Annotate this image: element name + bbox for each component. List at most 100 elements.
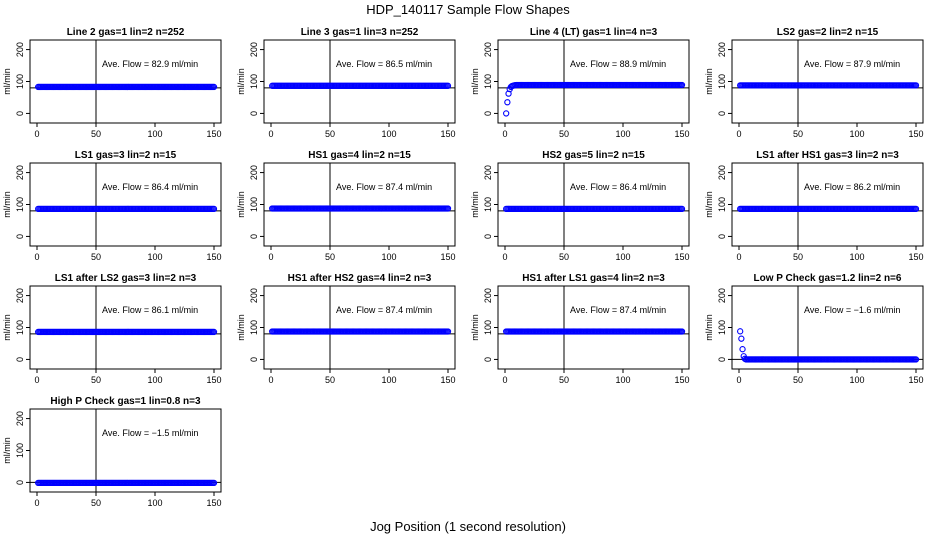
data-point [912,82,920,89]
x-tick-label: 0 [736,129,741,139]
data-point [444,328,452,335]
y-axis-label: ml/min [470,314,480,341]
average-flow-annotation: Ave. Flow = −1.6 ml/min [804,305,900,315]
plot-frame [497,39,690,124]
average-flow-annotation: Ave. Flow = 87.4 ml/min [570,305,666,315]
y-tick-label: 200 [717,42,727,57]
y-tick-label: 200 [483,288,493,303]
panel-title: LS2 gas=2 lin=2 n=15 [777,27,879,38]
panel-title: High P Check gas=1 lin=0.8 n=3 [50,396,201,407]
x-tick-label: 50 [91,252,101,262]
y-tick-label: 200 [483,42,493,57]
x-tick-label: 150 [908,252,923,262]
panel-2: Line 3 gas=1 lin=3 n=252 0 50 100 150 0 100 200… [236,27,456,139]
y-tick-label: 0 [15,357,25,362]
plot-frame [731,39,924,124]
y-axis-label: ml/min [2,314,12,341]
y-tick-label: 0 [717,111,727,116]
y-axis-label: ml/min [236,68,246,95]
average-flow-annotation: Ave. Flow = 86.5 ml/min [336,59,432,69]
x-tick-label: 100 [615,129,630,139]
y-tick-label: 200 [483,165,493,180]
panel-13: High P Check gas=1 lin=0.8 n=3 0 50 100 150 0… [2,396,222,508]
plot-frame [497,285,690,370]
average-flow-annotation: Ave. Flow = 86.4 ml/min [102,182,198,192]
y-tick-label: 100 [717,320,727,335]
x-tick-label: 0 [34,498,39,508]
x-tick-label: 150 [908,129,923,139]
plot-frame [263,39,456,124]
average-flow-annotation: Ave. Flow = 86.1 ml/min [102,305,198,315]
y-tick-label: 0 [249,234,259,239]
x-tick-label: 100 [147,375,162,385]
y-tick-label: 100 [483,320,493,335]
panel-title: HS1 gas=4 lin=2 n=15 [308,150,411,161]
data-point [503,110,510,117]
x-tick-label: 50 [559,129,569,139]
panel-title: Line 2 gas=1 lin=2 n=252 [67,27,185,38]
panel-8: LS1 after HS1 gas=3 lin=2 n=3 0 50 100 150 0 1… [704,150,924,262]
data-point [737,328,744,335]
panel-title: Line 4 (LT) gas=1 lin=4 n=3 [530,27,658,38]
panel-title: LS1 after LS2 gas=3 lin=2 n=3 [55,273,197,284]
average-flow-annotation: Ave. Flow = 86.2 ml/min [804,182,900,192]
x-tick-label: 100 [381,129,396,139]
y-tick-label: 0 [15,111,25,116]
x-tick-label: 0 [502,252,507,262]
data-point [738,335,745,342]
average-flow-annotation: Ave. Flow = 88.9 ml/min [570,59,666,69]
plot-frame [29,285,222,370]
y-tick-label: 0 [483,357,493,362]
data-point [444,205,452,212]
y-axis-label: ml/min [236,191,246,218]
panel-title: Line 3 gas=1 lin=3 n=252 [301,27,419,38]
y-axis-label: ml/min [470,191,480,218]
x-tick-label: 150 [206,252,221,262]
x-tick-label: 0 [736,252,741,262]
x-tick-label: 0 [502,129,507,139]
x-tick-label: 50 [793,252,803,262]
data-point [210,205,218,212]
y-tick-label: 100 [483,74,493,89]
y-tick-label: 200 [15,288,25,303]
plot-frame [29,39,222,124]
y-axis-label: ml/min [2,68,12,95]
x-tick-label: 0 [736,375,741,385]
y-tick-label: 0 [249,111,259,116]
y-tick-label: 100 [249,320,259,335]
y-tick-label: 200 [15,411,25,426]
y-axis-label: ml/min [704,68,714,95]
panel-9: LS1 after LS2 gas=3 lin=2 n=3 0 50 100 150 0 1… [2,273,222,385]
x-tick-label: 150 [674,252,689,262]
panel-6: HS1 gas=4 lin=2 n=15 0 50 100 150 0 100 200 ml/m… [236,150,456,262]
plot-frame [263,285,456,370]
data-point [912,205,920,213]
x-tick-label: 150 [908,375,923,385]
average-flow-annotation: Ave. Flow = −1.5 ml/min [102,428,198,438]
data-point [210,83,218,91]
panel-title: LS1 gas=3 lin=2 n=15 [75,150,177,161]
y-tick-label: 0 [717,357,727,362]
y-axis-label: ml/min [704,191,714,218]
panel-1: Line 2 gas=1 lin=2 n=252 0 50 100 150 0 100 200… [2,27,222,139]
x-tick-label: 100 [849,375,864,385]
panel-11: HS1 after LS1 gas=4 lin=2 n=3 0 50 100 150 0 1… [470,273,690,385]
y-tick-label: 0 [249,357,259,362]
data-point [504,99,511,106]
data-point [444,82,452,89]
y-tick-label: 0 [15,234,25,239]
y-tick-label: 0 [483,111,493,116]
x-tick-label: 100 [381,252,396,262]
x-tick-label: 0 [34,375,39,385]
x-tick-label: 0 [268,375,273,385]
panel-title: LS1 after HS1 gas=3 lin=2 n=3 [756,150,899,161]
x-tick-label: 0 [34,129,39,139]
y-tick-label: 100 [15,443,25,458]
figure-title: HDP_140117 Sample Flow Shapes [366,2,570,17]
panel-5: LS1 gas=3 lin=2 n=15 0 50 100 150 0 100 200 ml/m… [2,150,222,262]
panel-title: HS2 gas=5 lin=2 n=15 [542,150,645,161]
x-axis-title: Jog Position (1 second resolution) [370,519,566,534]
x-tick-label: 0 [268,129,273,139]
x-tick-label: 150 [440,129,455,139]
